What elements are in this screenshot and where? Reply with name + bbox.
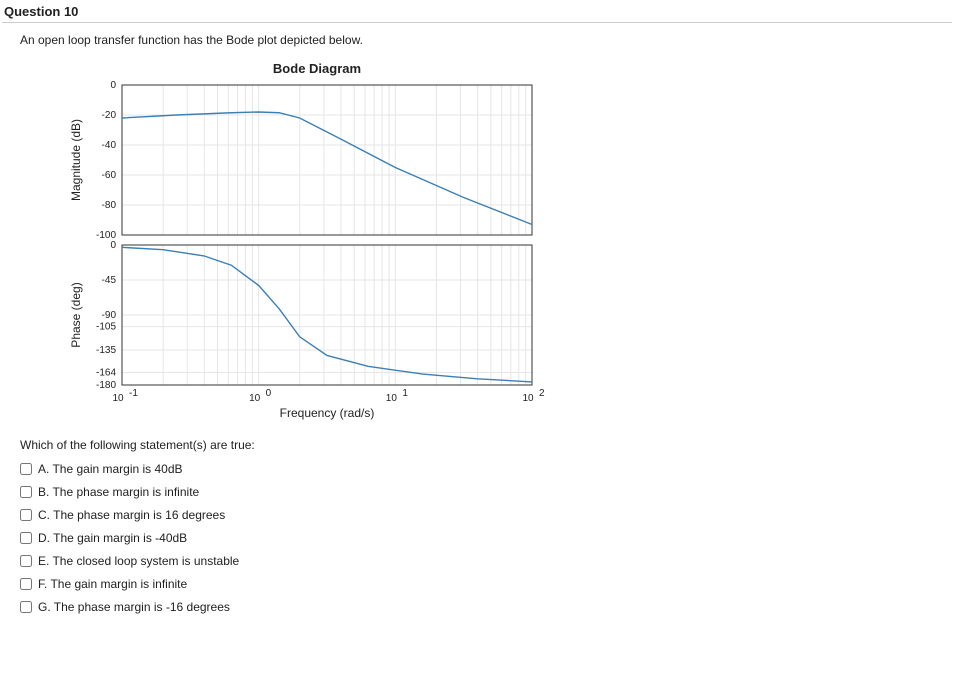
svg-text:-60: -60 — [102, 170, 117, 181]
svg-text:-1: -1 — [129, 388, 138, 399]
option-g[interactable]: G. The phase margin is -16 degrees — [20, 600, 952, 614]
svg-text:0: 0 — [110, 80, 116, 91]
option-f-label: F. The gain margin is infinite — [38, 577, 187, 591]
svg-text:-90: -90 — [102, 310, 117, 321]
option-c-checkbox[interactable] — [20, 509, 32, 521]
option-f-checkbox[interactable] — [20, 578, 32, 590]
svg-text:Magnitude (dB): Magnitude (dB) — [69, 119, 83, 201]
option-b-label: B. The phase margin is infinite — [38, 485, 199, 499]
svg-text:-45: -45 — [102, 275, 117, 286]
question-page: Question 10 An open loop transfer functi… — [0, 0, 970, 675]
svg-text:-180: -180 — [96, 380, 116, 391]
option-a-checkbox[interactable] — [20, 463, 32, 475]
question-prompt: Which of the following statement(s) are … — [20, 438, 952, 452]
options-group: A. The gain margin is 40dB B. The phase m… — [20, 462, 952, 614]
option-g-checkbox[interactable] — [20, 601, 32, 613]
option-a[interactable]: A. The gain margin is 40dB — [20, 462, 952, 476]
svg-text:-164: -164 — [96, 368, 116, 379]
svg-text:10: 10 — [112, 393, 124, 404]
svg-text:-135: -135 — [96, 345, 116, 356]
svg-text:-40: -40 — [102, 140, 117, 151]
question-heading: Question 10 — [2, 4, 952, 22]
option-f[interactable]: F. The gain margin is infinite — [20, 577, 952, 591]
option-e-label: E. The closed loop system is unstable — [38, 554, 239, 568]
option-e[interactable]: E. The closed loop system is unstable — [20, 554, 952, 568]
option-g-label: G. The phase margin is -16 degrees — [38, 600, 230, 614]
heading-divider — [2, 22, 952, 23]
option-d-label: D. The gain margin is -40dB — [38, 531, 187, 545]
svg-text:-105: -105 — [96, 322, 116, 333]
chart-title: Bode Diagram — [102, 61, 532, 76]
option-e-checkbox[interactable] — [20, 555, 32, 567]
svg-text:10: 10 — [249, 393, 261, 404]
svg-text:-80: -80 — [102, 200, 117, 211]
svg-text:Phase (deg): Phase (deg) — [69, 282, 83, 347]
svg-text:10: 10 — [386, 393, 398, 404]
svg-text:0: 0 — [266, 388, 272, 399]
svg-text:Frequency (rad/s): Frequency (rad/s) — [280, 406, 375, 420]
option-d[interactable]: D. The gain margin is -40dB — [20, 531, 952, 545]
bode-svg: 0-20-40-60-80-100Magnitude (dB)0-45-90-1… — [62, 80, 552, 420]
svg-text:-20: -20 — [102, 110, 117, 121]
question-stem: An open loop transfer function has the B… — [20, 33, 952, 47]
svg-text:0: 0 — [110, 240, 116, 251]
svg-text:1: 1 — [402, 388, 408, 399]
option-a-label: A. The gain margin is 40dB — [38, 462, 183, 476]
bode-chart: Bode Diagram 0 -20 -40 -60 -80 -1 0 0 Magnitude … — [62, 61, 952, 420]
svg-text:10: 10 — [522, 393, 534, 404]
svg-text:2: 2 — [539, 388, 545, 399]
option-c[interactable]: C. The phase margin is 16 degrees — [20, 508, 952, 522]
option-c-label: C. The phase margin is 16 degrees — [38, 508, 225, 522]
option-b[interactable]: B. The phase margin is infinite — [20, 485, 952, 499]
option-d-checkbox[interactable] — [20, 532, 32, 544]
option-b-checkbox[interactable] — [20, 486, 32, 498]
